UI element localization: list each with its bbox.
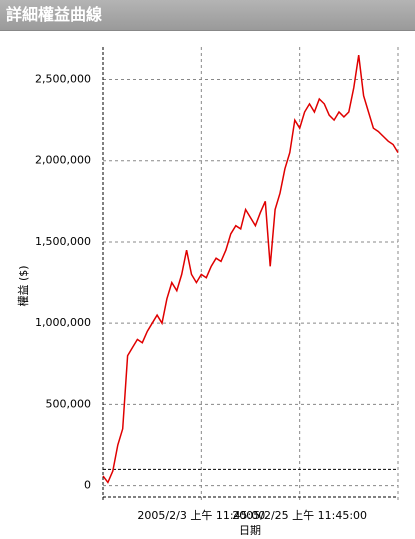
equity-line (102, 54, 399, 484)
y-axis-label: 權益 ($) (16, 265, 30, 306)
x-axis-label: 日期 (239, 524, 261, 535)
y-tick-label: 1,500,000 (35, 235, 91, 248)
y-tick-label: 0 (84, 479, 91, 492)
y-tick-label: 2,000,000 (35, 154, 91, 167)
y-tick-label: 2,500,000 (35, 72, 91, 85)
panel-title: 詳細權益曲線 (0, 0, 415, 31)
y-tick-label: 1,000,000 (35, 316, 91, 329)
x-tick-label: 2005/2/25 上午 11:45:00 (232, 509, 367, 522)
y-tick-label: 500,000 (46, 397, 92, 410)
x-tick-label: 2005/2/3 上午 11:45:00 (137, 509, 265, 522)
chart: 權益 ($) 日期 0 500,000 1,000,000 1,500,000 2,00… (16, 47, 399, 537)
